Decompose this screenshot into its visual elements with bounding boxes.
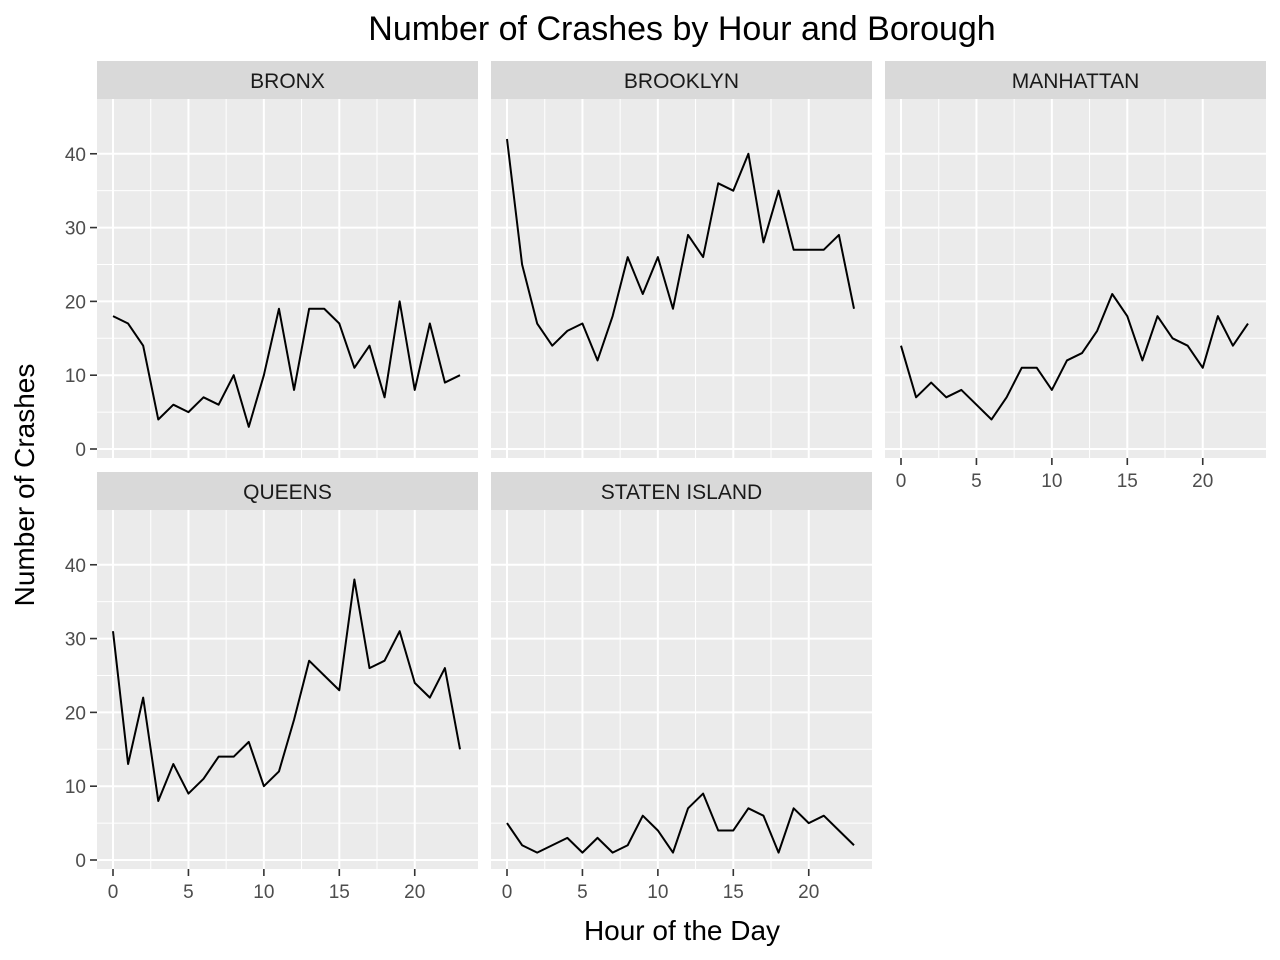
facet-manhattan: MANHATTAN 0 5 10 15 20	[885, 61, 1266, 492]
y-tick-label: 30	[65, 219, 86, 240]
series-line-bronx	[112, 300, 461, 428]
series-line-manhattan	[900, 293, 1249, 421]
x-tick-label: 5	[183, 882, 194, 903]
x-tick-label: 5	[577, 882, 588, 903]
facet-strip-label: STATEN ISLAND	[601, 481, 762, 504]
x-tick-label: 20	[1192, 471, 1213, 492]
y-tick-label: 20	[65, 292, 86, 313]
facet-strip-label: BRONX	[250, 70, 325, 93]
facet-staten-island: STATEN ISLAND 0 5 10 15 20	[491, 472, 872, 903]
facet-strip-label: BROOKLYN	[624, 70, 739, 93]
x-tick-label: 5	[971, 471, 982, 492]
x-tick-label: 10	[1041, 471, 1062, 492]
y-tick-label: 10	[65, 777, 86, 798]
x-tick-label: 0	[108, 882, 119, 903]
facet-bronx: BRONX 0 10 20 30 40	[65, 61, 478, 461]
x-tick-label: 15	[1117, 471, 1138, 492]
facet-strip-label: QUEENS	[243, 481, 332, 504]
facet-strip	[97, 61, 478, 99]
facet-strip	[885, 61, 1266, 99]
facet-strip	[491, 61, 872, 99]
y-tick-label: 0	[75, 851, 86, 872]
y-tick-label: 20	[65, 703, 86, 724]
x-tick-label: 10	[253, 882, 274, 903]
series-line-queens	[112, 578, 461, 802]
x-tick-label: 10	[647, 882, 668, 903]
facet-queens: QUEENS 0 10 20 30 40 0 5 10 15 20	[65, 472, 478, 903]
y-tick-label: 10	[65, 366, 86, 387]
x-tick-label: 15	[723, 882, 744, 903]
x-tick-label: 0	[896, 471, 907, 492]
chart-title: Number of Crashes by Hour and Borough	[368, 10, 995, 48]
facet-brooklyn: BROOKLYN	[491, 61, 872, 458]
y-tick-label: 40	[65, 145, 86, 166]
x-tick-label: 15	[329, 882, 350, 903]
x-tick-label: 0	[502, 882, 513, 903]
x-tick-label: 20	[404, 882, 425, 903]
series-line-staten-island	[506, 792, 855, 854]
facet-strip	[97, 472, 478, 510]
facet-strip	[491, 472, 872, 510]
y-tick-label: 40	[65, 556, 86, 577]
x-axis-title: Hour of the Day	[584, 915, 780, 946]
y-tick-label: 0	[75, 440, 86, 461]
facet-strip-label: MANHATTAN	[1012, 70, 1140, 93]
x-tick-label: 20	[798, 882, 819, 903]
series-line-brooklyn	[506, 138, 855, 362]
y-axis-title: Number of Crashes	[9, 364, 40, 607]
y-tick-label: 30	[65, 630, 86, 651]
